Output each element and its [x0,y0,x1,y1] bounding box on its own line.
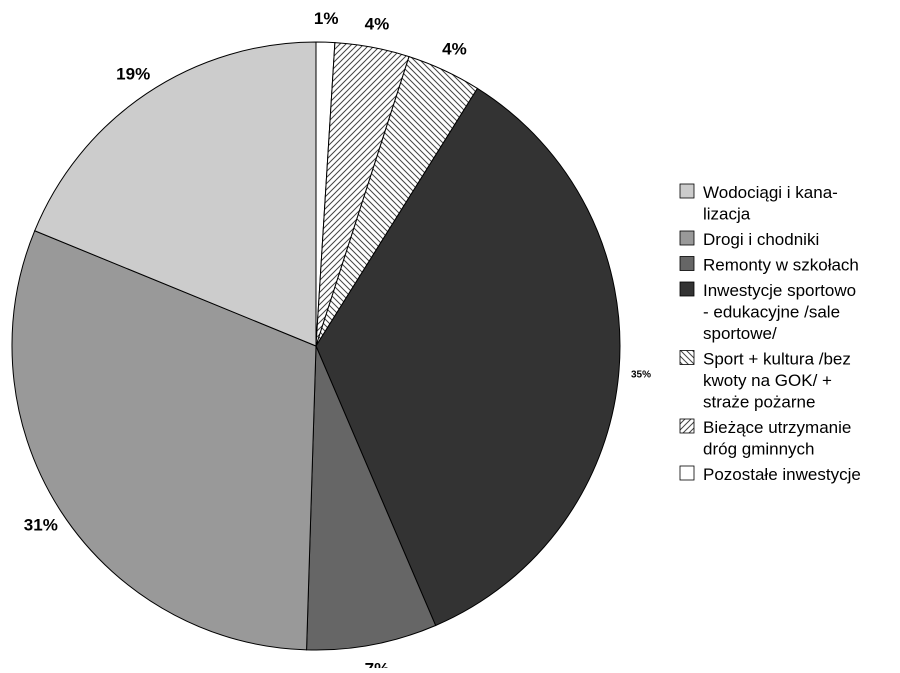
slice-value-label: 7% [365,659,390,668]
legend-label: kwoty na GOK/ + [703,371,832,390]
legend-label: straże pożarne [703,393,815,412]
pie-slice-remonty-w-szkolach [306,345,437,651]
legend-item-pozostale-inwestycje: Pozostałe inwestycje [679,465,861,484]
slice-value-label: 35% [631,369,651,380]
legend-label: - edukacyjne /sale [703,303,840,322]
legend-swatch [679,418,695,434]
slice-value-label: 4% [442,40,467,59]
legend-item-biezace-utrzymanie-drog-gminnych: Bieżące utrzymanie dróg gminnych [679,418,851,459]
pie-slices [11,41,621,651]
slice-value-label: 4% [365,15,390,34]
legend-label: dróg gminnych [703,440,815,459]
legend-item-drogi-i-chodniki: Drogi i chodniki [679,230,819,249]
legend-swatch [679,230,695,246]
legend: Wodociągi i kana-lizacja Drogi i chodniki… [679,183,861,484]
slice-value-label: 1% [314,9,339,28]
legend-label: Remonty w szkołach [703,256,859,275]
pie-slice-wodociagi-i-kanalizacja [34,41,317,347]
legend-label: Inwestycje sportowo [703,281,856,300]
legend-label: Sport + kultura /bez [703,350,851,369]
legend-swatch [679,256,695,271]
legend-label: Bieżące utrzymanie [703,418,851,437]
legend-swatch [679,465,695,481]
legend-label: lizacja [703,205,751,224]
legend-swatch [679,281,695,297]
slice-value-label: 19% [116,65,150,84]
legend-item-wodociagi-i-kana-lizacja: Wodociągi i kana-lizacja [679,183,838,224]
pie-slice-drogi-i-chodniki [11,230,317,651]
legend-label: Wodociągi i kana- [703,183,838,202]
legend-label: Pozostałe inwestycje [703,465,861,484]
legend-item-remonty-w-szkolach: Remonty w szkołach [679,256,859,275]
legend-label: Drogi i chodniki [703,230,819,249]
pie-slice-inwestycje-sportowo-edukacyjne-sale-sportowe [315,87,621,627]
slice-value-label: 31% [24,516,58,535]
legend-item-inwestycje-sportowo-edukacyjne-sale-sportowe: Inwestycje sportowo - edukacyjne /sale spo… [679,281,856,343]
legend-swatch [679,183,695,199]
legend-swatch [679,350,695,365]
legend-item-sport-kultura-bez-kwoty-na-gok-straze-pozarne: Sport + kultura /bez kwoty na GOK/ + straż… [679,350,851,412]
legend-label: sportowe/ [703,324,777,343]
